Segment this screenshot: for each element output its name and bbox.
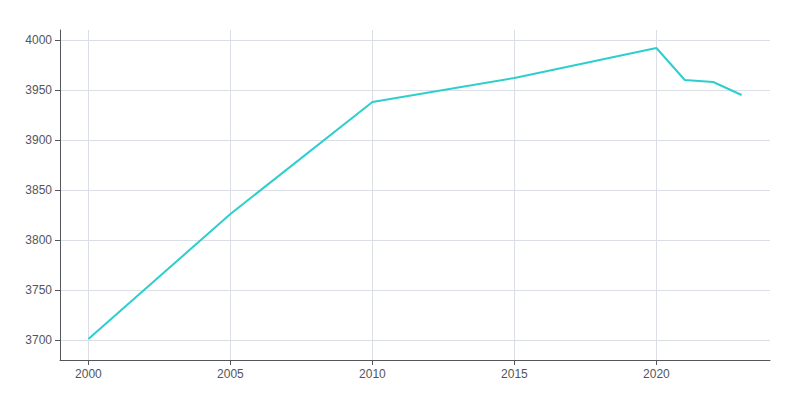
svg-text:2005: 2005 [217, 367, 244, 381]
svg-text:2010: 2010 [359, 367, 386, 381]
svg-text:2015: 2015 [501, 367, 528, 381]
svg-text:3950: 3950 [25, 83, 52, 97]
svg-text:3800: 3800 [25, 233, 52, 247]
svg-text:3700: 3700 [25, 333, 52, 347]
svg-text:2000: 2000 [75, 367, 102, 381]
svg-text:3750: 3750 [25, 283, 52, 297]
svg-text:3900: 3900 [25, 133, 52, 147]
svg-text:2020: 2020 [643, 367, 670, 381]
svg-text:4000: 4000 [25, 33, 52, 47]
svg-text:3850: 3850 [25, 183, 52, 197]
